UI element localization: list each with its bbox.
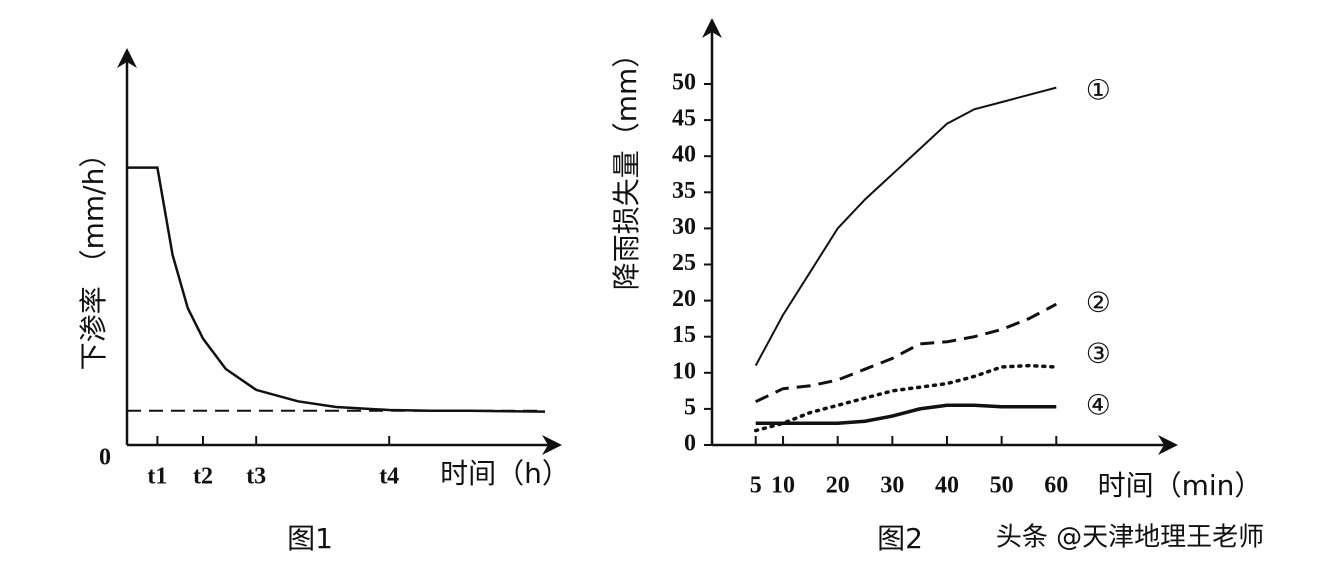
x-axis-label: 时间（h）	[440, 457, 570, 490]
caption: 图1	[287, 522, 333, 555]
series-line	[755, 302, 1057, 404]
x-tick-label: 30	[880, 473, 904, 499]
y-tick-label: 40	[672, 142, 696, 168]
series-label: ④	[1086, 389, 1111, 422]
y-tick-label: 10	[672, 358, 696, 384]
y-tick-label: 35	[672, 178, 696, 204]
x-tick-label: t3	[246, 464, 266, 490]
series-line	[127, 166, 546, 413]
caption: 图2	[877, 522, 923, 555]
y-tick-label: 20	[672, 286, 696, 312]
y-tick-label: 25	[672, 250, 696, 276]
x-tick-label: t1	[147, 464, 167, 490]
watermark: 头条 @天津地理王老师	[996, 523, 1264, 553]
x-tick-label: 50	[990, 473, 1014, 499]
y-axis-label: 下渗率 （mm/h）	[77, 140, 110, 371]
x-axis-label: 时间（min）	[1098, 469, 1263, 502]
y-tick-label: 30	[672, 214, 696, 240]
y-axis-label: 降雨损失量（mm）	[610, 40, 643, 291]
y-tick-label: 0	[684, 431, 696, 457]
y-tick-label: 45	[672, 106, 696, 132]
series-line	[753, 363, 1059, 433]
x-tick-label: t2	[193, 464, 213, 490]
series-line	[754, 86, 1057, 367]
series-label: ①	[1086, 74, 1111, 107]
x-tick-label: 5	[750, 473, 762, 499]
x-tick-label: 60	[1044, 473, 1068, 499]
series-label: ③	[1086, 337, 1111, 370]
x-tick-label: 0	[99, 445, 111, 471]
y-tick-label: 5	[684, 394, 696, 420]
y-tick-label: 50	[672, 70, 696, 96]
x-tick-label: 40	[935, 473, 959, 499]
x-tick-label: t4	[379, 464, 399, 490]
series-line	[755, 403, 1057, 426]
y-tick-label: 15	[672, 322, 696, 348]
x-tick-label: 20	[826, 473, 850, 499]
x-tick-label: 10	[771, 473, 795, 499]
series-label: ②	[1086, 286, 1111, 319]
